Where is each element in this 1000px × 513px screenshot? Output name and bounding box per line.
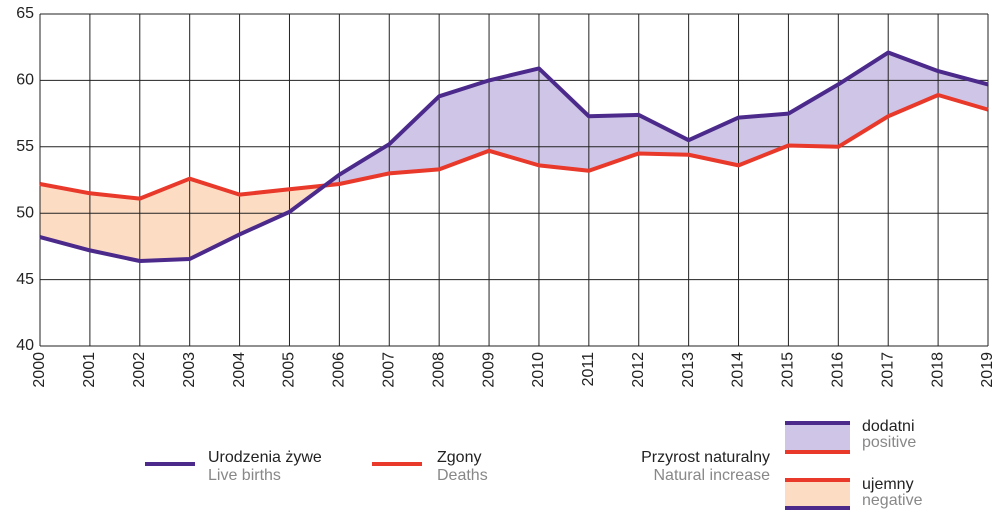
y-tick-label: 40 (16, 337, 34, 354)
x-tick-label: 2008 (430, 352, 447, 388)
x-tick-label: 2003 (181, 352, 198, 388)
grid: 40 45 50 55 60 65 2000 2001 2002 2003 2004 2005 2006… (16, 5, 996, 387)
x-tick-label: 2002 (131, 352, 148, 388)
x-tick-label: 2017 (879, 352, 896, 388)
x-tick-label: 2010 (530, 352, 547, 388)
x-tick-label: 2018 (929, 352, 946, 388)
legend-label: Live births (208, 467, 281, 484)
x-tick-label: 2015 (780, 352, 797, 388)
x-tick-label: 2019 (979, 352, 996, 388)
legend-title: Natural increase (654, 467, 771, 484)
y-tick-label: 55 (16, 138, 34, 155)
x-tick-label: 2005 (281, 352, 298, 388)
legend-label: dodatni (862, 418, 915, 435)
legend-label: Urodzenia żywe (208, 449, 322, 466)
legend-label: positive (862, 434, 916, 451)
x-tick-label: 2000 (31, 352, 48, 388)
x-tick-label: 2013 (680, 352, 697, 388)
x-tick-label: 2014 (730, 352, 747, 388)
x-tick-label: 2016 (830, 352, 847, 388)
x-tick-label: 2011 (580, 352, 597, 387)
x-tick-label: 2004 (231, 352, 248, 388)
legend-label: Zgony (437, 449, 481, 466)
legend-swatch (785, 423, 850, 452)
lines (39, 50, 989, 264)
legend-swatch (785, 480, 850, 508)
x-tick-label: 2006 (331, 352, 348, 388)
y-tick-label: 60 (16, 72, 34, 89)
x-tick-label: 2009 (480, 352, 497, 388)
legend-label: negative (862, 492, 923, 509)
legend-label: ujemny (862, 476, 914, 493)
legend-label: Deaths (437, 467, 488, 484)
x-tick-label: 2001 (81, 352, 98, 388)
y-tick-label: 45 (16, 271, 34, 288)
x-tick-label: 2012 (630, 352, 647, 388)
y-tick-label: 65 (16, 5, 34, 22)
legend-title: Przyrost naturalny (641, 449, 770, 466)
series-line (39, 93, 989, 201)
series-line (39, 50, 989, 264)
x-tick-label: 2007 (380, 352, 397, 388)
y-tick-label: 50 (16, 204, 34, 221)
